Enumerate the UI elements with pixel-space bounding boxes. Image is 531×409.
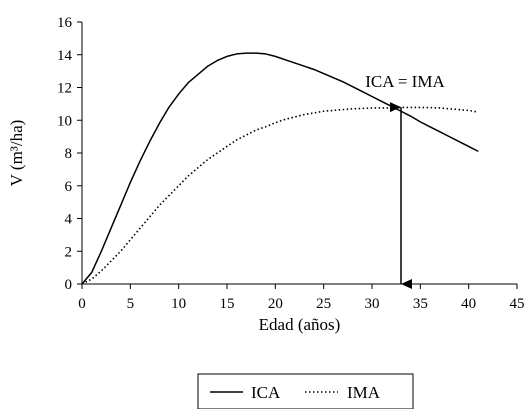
- y-tick-label: 2: [65, 244, 73, 260]
- axes: 0 5 10 15 20 25 30 35 40 45 0 2 4 6 8 10 12 14 16: [57, 15, 525, 312]
- y-tick-label: 12: [57, 81, 72, 97]
- x-axis-title: Edad (años): [259, 315, 341, 334]
- y-tick-label: 0: [65, 277, 73, 293]
- x-tick-label: 30: [365, 296, 380, 312]
- y-axis-title: V (m³/ha): [7, 120, 26, 187]
- annotation-label: ICA = IMA: [365, 72, 445, 91]
- y-tick-label: 8: [65, 146, 73, 162]
- x-tick-label: 5: [127, 296, 135, 312]
- y-tick-label: 16: [57, 15, 73, 31]
- y-tick-label: 14: [57, 48, 73, 64]
- series-line-ima: [81, 106, 479, 285]
- x-ticks: 0 5 10 15 20 25 30 35 40 45: [78, 284, 525, 312]
- y-tick-label: 6: [65, 179, 73, 195]
- x-tick-label: 40: [461, 296, 476, 312]
- legend-label-ica: ICA: [251, 383, 281, 402]
- x-tick-label: 45: [510, 296, 525, 312]
- y-tick-label: 4: [65, 212, 73, 228]
- x-tick-label: 35: [413, 296, 428, 312]
- x-tick-label: 20: [268, 296, 283, 312]
- series-line-ica: [81, 52, 479, 285]
- x-tick-label: 25: [316, 296, 331, 312]
- legend-label-ima: IMA: [347, 383, 381, 402]
- x-tick-label: 15: [220, 296, 235, 312]
- y-ticks: 0 2 4 6 8 10 12 14 16: [57, 15, 82, 293]
- y-tick-label: 10: [57, 113, 72, 129]
- legend: ICA IMA: [197, 373, 414, 409]
- x-tick-label: 0: [78, 296, 86, 312]
- x-tick-label: 10: [171, 296, 186, 312]
- series-layer: [81, 52, 479, 285]
